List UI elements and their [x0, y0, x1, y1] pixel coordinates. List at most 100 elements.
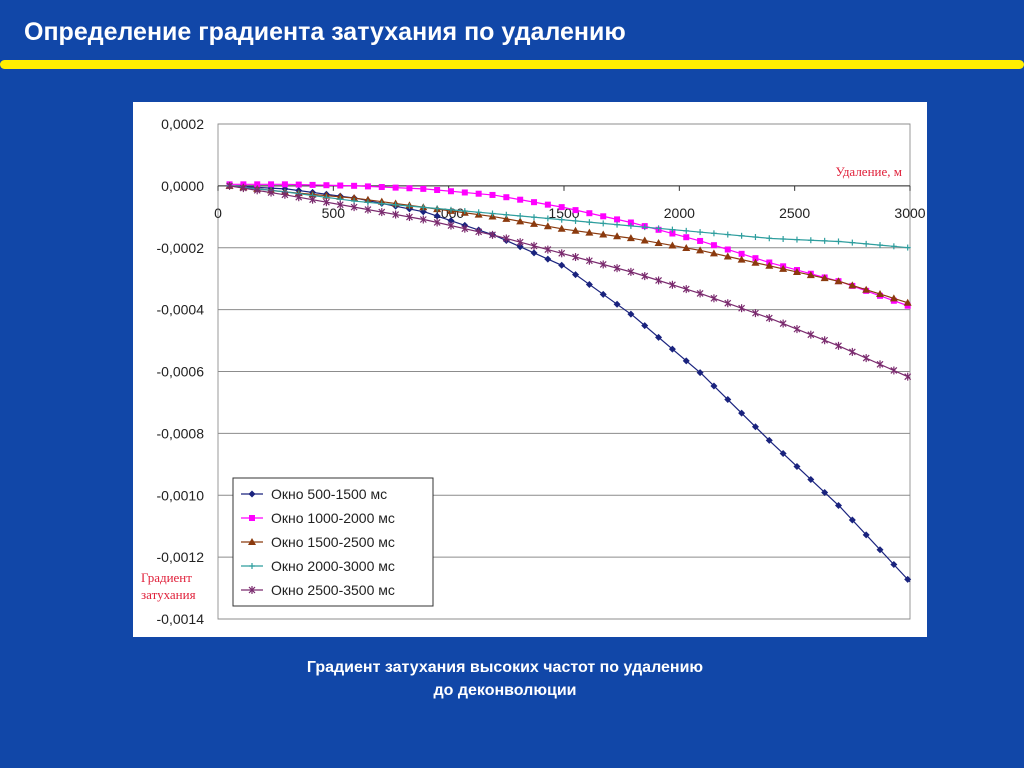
y-tick-label: -0,0006 [157, 364, 205, 380]
data-point [848, 281, 857, 289]
data-point [641, 224, 648, 231]
data-point [904, 372, 912, 381]
data-point [475, 209, 482, 216]
y-tick-label: -0,0014 [157, 611, 205, 627]
data-point [571, 226, 580, 234]
data-point [835, 341, 842, 350]
data-point [502, 214, 511, 222]
data-point [710, 230, 717, 237]
series-5 [226, 181, 912, 381]
data-point [281, 181, 288, 188]
data-point [668, 345, 676, 353]
data-point [669, 226, 676, 233]
data-point [640, 236, 649, 244]
data-point [322, 198, 330, 207]
data-point [406, 203, 413, 210]
data-point [793, 236, 800, 243]
data-point [406, 185, 413, 192]
data-point [531, 214, 538, 221]
data-point [820, 274, 829, 282]
data-point [613, 300, 621, 308]
data-point [392, 184, 399, 191]
data-point [614, 221, 621, 228]
series-4 [226, 182, 911, 251]
slide-title: Определение градиента затухания по удале… [24, 18, 626, 46]
data-point [447, 217, 455, 225]
data-point [530, 249, 538, 257]
data-point [572, 271, 580, 279]
data-point [807, 237, 814, 244]
data-point [599, 260, 607, 269]
data-point [434, 205, 441, 212]
legend-entry: Окно 2500-3500 мс [241, 582, 395, 598]
data-point [475, 190, 482, 197]
data-point [406, 213, 413, 222]
data-point [821, 336, 829, 345]
data-point [641, 272, 649, 281]
data-point [461, 189, 468, 196]
data-point [738, 250, 745, 257]
data-point [433, 212, 441, 220]
series-line [229, 185, 911, 379]
data-point [364, 183, 371, 190]
data-point [751, 423, 759, 431]
data-point [586, 210, 593, 217]
y-axis-label-line-1: Градиент [141, 570, 192, 585]
legend-entry: Окно 1500-2500 мс [241, 534, 395, 550]
y-tick-label: -0,0010 [157, 487, 205, 503]
data-point [779, 264, 788, 272]
data-point [835, 238, 842, 245]
legend-label: Окно 1500-2500 мс [271, 534, 395, 550]
legend-label: Окно 2500-3500 мс [271, 582, 395, 598]
data-point [378, 208, 386, 217]
data-point [780, 235, 787, 242]
data-point [738, 409, 746, 417]
data-point [806, 271, 815, 279]
legend-marker [248, 490, 256, 498]
series-2 [226, 181, 911, 309]
data-point [461, 224, 469, 233]
data-point [517, 196, 524, 203]
data-point [683, 234, 690, 241]
attenuation-gradient-chart: 0,0002 0,0000 -0,0002 -0,0004 -0,0006 -0,0008… [141, 116, 926, 627]
data-point [848, 347, 856, 356]
legend-label: Окно 2000-3000 мс [271, 558, 395, 574]
legend-marker [249, 563, 255, 569]
data-point [434, 187, 441, 193]
data-point [351, 182, 358, 189]
data-point [336, 200, 344, 209]
title-underline [0, 60, 1024, 69]
chart-caption: Градиент затухания высоких частот по уда… [0, 656, 1010, 702]
data-point [655, 276, 662, 285]
data-point [807, 330, 815, 339]
data-point [876, 290, 885, 298]
data-point [738, 232, 745, 239]
data-point [876, 360, 884, 369]
data-point [668, 280, 676, 289]
data-point [682, 285, 690, 294]
data-point [863, 240, 870, 247]
data-point [530, 241, 538, 250]
x-tick-label: 2500 [779, 205, 810, 221]
data-point [544, 245, 552, 254]
data-point [543, 222, 552, 230]
data-point [419, 215, 427, 224]
data-point [323, 182, 330, 189]
data-point [572, 207, 579, 214]
x-tick-label: 3000 [894, 205, 925, 221]
data-point [363, 195, 372, 203]
y-tick-label: -0,0012 [157, 549, 205, 565]
data-point [710, 242, 717, 249]
legend-entry: Окно 2000-3000 мс [241, 558, 395, 574]
data-point [779, 319, 787, 328]
data-point [544, 255, 552, 263]
data-point [903, 298, 912, 306]
data-point [295, 181, 302, 188]
data-point [751, 258, 760, 266]
y-tick-label: 0,0000 [161, 178, 204, 194]
data-point [626, 234, 635, 242]
data-point [862, 354, 870, 363]
y-tick-label: 0,0002 [161, 116, 204, 132]
data-point [876, 546, 884, 554]
data-point [461, 208, 468, 215]
